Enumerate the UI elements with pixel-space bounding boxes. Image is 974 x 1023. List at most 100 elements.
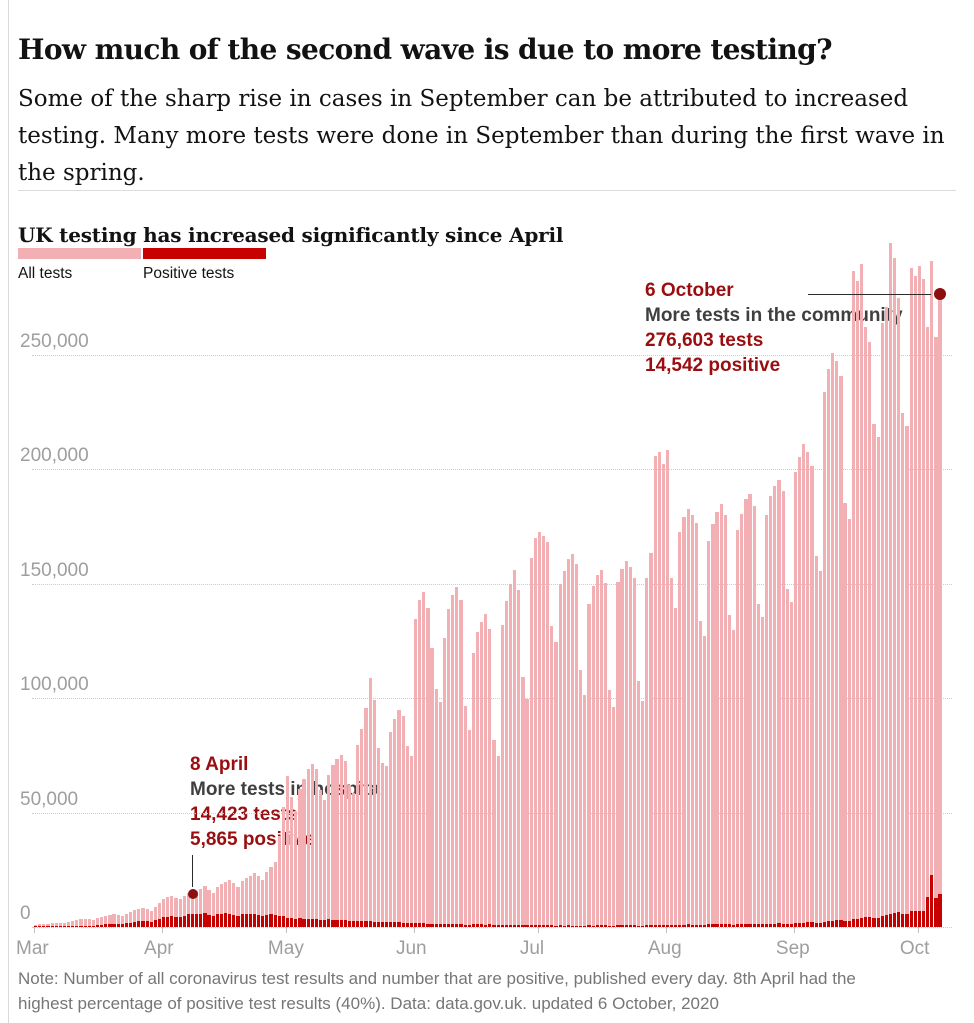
bar-positive-tests [554, 925, 558, 927]
bar-all-tests [91, 920, 95, 927]
bar-all-tests [401, 716, 405, 927]
bar-positive-tests [670, 924, 674, 927]
bar-positive-tests [145, 921, 149, 927]
bar-all-tests [620, 568, 624, 927]
bar-positive-tests [616, 925, 620, 927]
bar-positive-tests [884, 914, 888, 927]
bar-positive-tests [207, 914, 211, 927]
bar-positive-tests [674, 925, 678, 927]
bar-all-tests [285, 776, 290, 927]
bar-all-tests [529, 557, 533, 927]
bar-all-tests [71, 921, 75, 927]
bar-all-tests [921, 278, 926, 927]
bar-all-tests [835, 361, 839, 927]
bar-positive-tests [513, 924, 517, 927]
bar-all-tests [525, 698, 529, 927]
bar-all-tests [661, 464, 665, 927]
bar-positive-tests [723, 924, 727, 927]
bar-positive-tests [54, 926, 58, 927]
bar-positive-tests [385, 922, 389, 927]
bar-all-tests [339, 754, 343, 927]
bar-all-tests [323, 800, 327, 927]
bar-all-tests [682, 517, 686, 927]
bar-positive-tests [921, 910, 926, 927]
bar-positive-tests [624, 925, 628, 927]
bar-positive-tests [777, 923, 781, 927]
bar-all-tests [880, 323, 884, 927]
bar-all-tests [277, 835, 281, 927]
bar-positive-tests [434, 924, 438, 927]
bar-all-tests [484, 613, 488, 927]
bar-all-tests [608, 689, 612, 927]
bar-all-tests [492, 740, 496, 927]
bar-all-tests [860, 263, 864, 927]
bar-positive-tests [806, 922, 810, 927]
bar-all-tests [116, 915, 120, 927]
bar-all-tests [124, 913, 129, 927]
bar-all-tests [504, 600, 508, 927]
bar-positive-tests [364, 921, 368, 927]
gridline-0 [32, 927, 952, 928]
bar-all-tests [438, 701, 442, 927]
bar-all-tests [773, 485, 777, 927]
bar-all-tests [327, 774, 331, 927]
bar-positive-tests [864, 917, 868, 927]
bar-all-tests [533, 538, 537, 927]
bar-positive-tests [525, 925, 529, 927]
bar-all-tests [141, 907, 145, 927]
bar-positive-tests [42, 926, 46, 927]
bar-positive-tests [678, 924, 682, 927]
bar-all-tests [108, 914, 112, 927]
x-axis-tick-Aug [665, 927, 667, 933]
bar-positive-tests [223, 913, 228, 927]
bar-positive-tests [785, 923, 789, 927]
bar-all-tests [182, 896, 186, 927]
bar-positive-tests [599, 925, 603, 927]
bar-positive-tests [835, 920, 839, 927]
bar-all-tests [455, 587, 459, 927]
x-axis-label-Mar: Mar [16, 938, 49, 959]
bar-all-tests [541, 535, 546, 927]
bar-positive-tests [484, 924, 488, 927]
bar-positive-tests [252, 914, 257, 927]
bar-all-tests [719, 504, 723, 927]
bar-all-tests [864, 326, 868, 927]
bar-positive-tests [731, 924, 736, 927]
bar-all-tests [785, 589, 789, 927]
bar-positive-tests [380, 922, 385, 927]
bar-all-tests [153, 906, 157, 927]
bar-positive-tests [612, 925, 616, 927]
bar-positive-tests [711, 924, 715, 927]
bar-all-tests [616, 581, 620, 927]
bar-all-tests [405, 745, 409, 927]
bar-positive-tests [562, 925, 566, 927]
bar-all-tests [100, 916, 104, 927]
bar-all-tests [727, 615, 732, 927]
bar-positive-tests [926, 897, 930, 927]
bar-positive-tests [831, 920, 835, 927]
bar-all-tests [777, 480, 781, 927]
bar-positive-tests [789, 924, 793, 927]
bar-positive-tests [628, 925, 632, 927]
bar-positive-tests [934, 898, 938, 927]
bar-positive-tests [128, 922, 133, 927]
bar-all-tests [686, 509, 690, 927]
bar-all-tests [389, 732, 393, 927]
bar-positive-tests [901, 913, 905, 927]
bar-all-tests [368, 677, 372, 927]
bar-positive-tests [347, 920, 352, 927]
bar-positive-tests [917, 910, 921, 927]
bar-all-tests [591, 586, 595, 927]
bar-positive-tests [876, 918, 880, 927]
bar-all-tests [847, 518, 851, 927]
bar-positive-tests [228, 913, 232, 927]
bar-all-tests [566, 558, 570, 927]
bar-all-tests [95, 918, 100, 927]
bar-positive-tests [566, 925, 570, 927]
bar-all-tests [508, 584, 513, 927]
bar-positive-tests [504, 924, 508, 927]
bar-all-tests [397, 709, 401, 927]
bar-positive-tests [930, 874, 934, 927]
bar-positive-tests [682, 924, 686, 927]
bar-all-tests [657, 452, 661, 927]
